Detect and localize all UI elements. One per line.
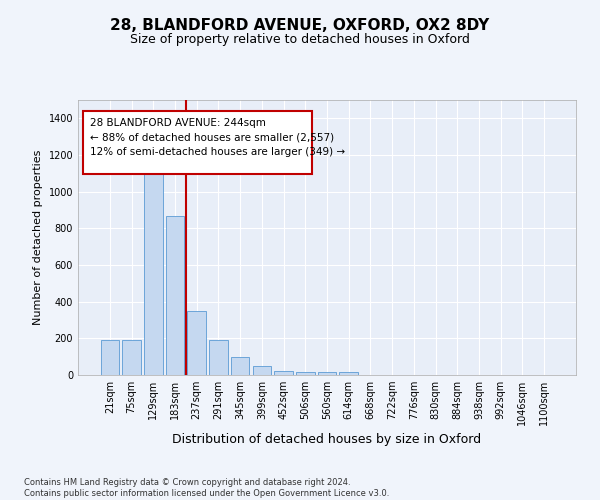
Bar (144, 170, 163, 375)
Bar (101, 340, 119, 375)
Y-axis label: Number of detached properties: Number of detached properties (33, 150, 43, 325)
Bar (253, 366, 271, 375)
Text: Size of property relative to detached houses in Oxford: Size of property relative to detached ho… (130, 32, 470, 46)
Bar (209, 340, 227, 375)
Bar (274, 372, 293, 375)
Text: 28, BLANDFORD AVENUE, OXFORD, OX2 8DY: 28, BLANDFORD AVENUE, OXFORD, OX2 8DY (110, 18, 490, 32)
Bar (187, 311, 206, 375)
X-axis label: Distribution of detached houses by size in Oxford: Distribution of detached houses by size … (172, 434, 482, 446)
Bar (296, 372, 314, 375)
Bar (166, 216, 184, 375)
FancyBboxPatch shape (83, 111, 312, 174)
Bar (318, 372, 336, 375)
Text: Contains HM Land Registry data © Crown copyright and database right 2024.
Contai: Contains HM Land Registry data © Crown c… (24, 478, 389, 498)
Bar (340, 372, 358, 375)
Bar (231, 356, 250, 375)
Bar (122, 340, 141, 375)
Text: 28 BLANDFORD AVENUE: 244sqm
← 88% of detached houses are smaller (2,557)
12% of : 28 BLANDFORD AVENUE: 244sqm ← 88% of det… (91, 118, 346, 158)
